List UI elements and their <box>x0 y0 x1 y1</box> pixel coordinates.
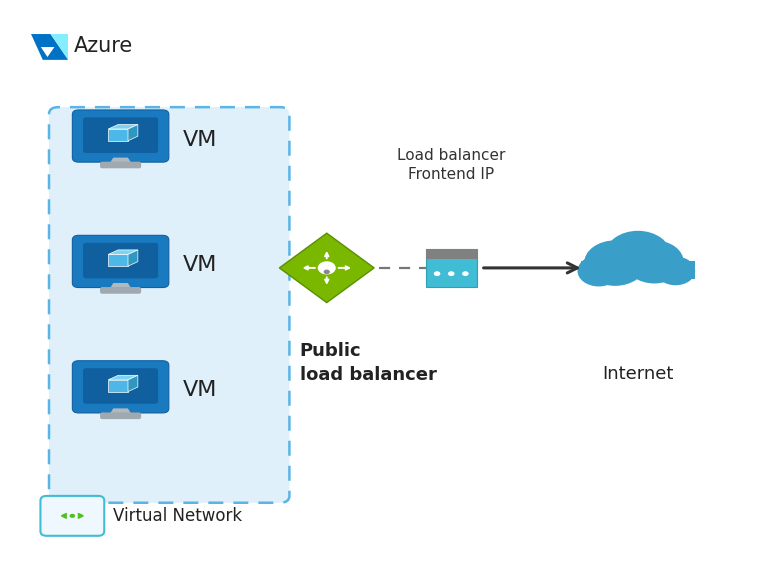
Polygon shape <box>128 124 138 141</box>
Circle shape <box>625 241 684 283</box>
Polygon shape <box>128 375 138 392</box>
FancyBboxPatch shape <box>72 235 169 287</box>
Text: Virtual Network: Virtual Network <box>113 507 242 525</box>
Polygon shape <box>41 47 54 57</box>
Polygon shape <box>108 124 138 129</box>
FancyBboxPatch shape <box>83 243 158 278</box>
Text: Internet: Internet <box>602 365 674 383</box>
Polygon shape <box>108 375 138 380</box>
FancyBboxPatch shape <box>100 413 141 419</box>
FancyBboxPatch shape <box>83 117 158 153</box>
FancyBboxPatch shape <box>49 107 289 503</box>
Polygon shape <box>110 157 131 164</box>
Polygon shape <box>31 34 51 47</box>
FancyBboxPatch shape <box>426 249 476 287</box>
Text: Public
load balancer: Public load balancer <box>300 342 436 384</box>
Text: Azure: Azure <box>74 35 133 56</box>
Circle shape <box>448 271 454 276</box>
Text: VM: VM <box>183 380 217 401</box>
FancyBboxPatch shape <box>426 249 476 259</box>
Polygon shape <box>110 283 131 289</box>
Polygon shape <box>279 233 374 303</box>
Polygon shape <box>110 408 131 414</box>
Text: VM: VM <box>183 129 217 150</box>
Polygon shape <box>108 380 128 392</box>
FancyBboxPatch shape <box>40 496 104 536</box>
Polygon shape <box>108 129 128 141</box>
Text: VM: VM <box>183 255 217 275</box>
FancyBboxPatch shape <box>100 162 141 168</box>
Circle shape <box>69 514 75 518</box>
FancyBboxPatch shape <box>72 361 169 413</box>
Circle shape <box>656 256 695 285</box>
FancyBboxPatch shape <box>83 368 158 404</box>
Polygon shape <box>128 250 138 266</box>
Circle shape <box>605 231 671 279</box>
Circle shape <box>324 270 330 274</box>
Circle shape <box>317 261 336 275</box>
FancyBboxPatch shape <box>100 287 141 294</box>
Polygon shape <box>51 34 68 60</box>
Circle shape <box>577 255 620 287</box>
Polygon shape <box>108 254 128 266</box>
Circle shape <box>584 241 646 286</box>
Circle shape <box>462 271 468 276</box>
Polygon shape <box>31 34 68 60</box>
FancyBboxPatch shape <box>72 110 169 162</box>
Circle shape <box>434 271 440 276</box>
Text: Load balancer
Frontend IP: Load balancer Frontend IP <box>397 148 506 182</box>
FancyBboxPatch shape <box>580 260 695 279</box>
Polygon shape <box>108 250 138 254</box>
